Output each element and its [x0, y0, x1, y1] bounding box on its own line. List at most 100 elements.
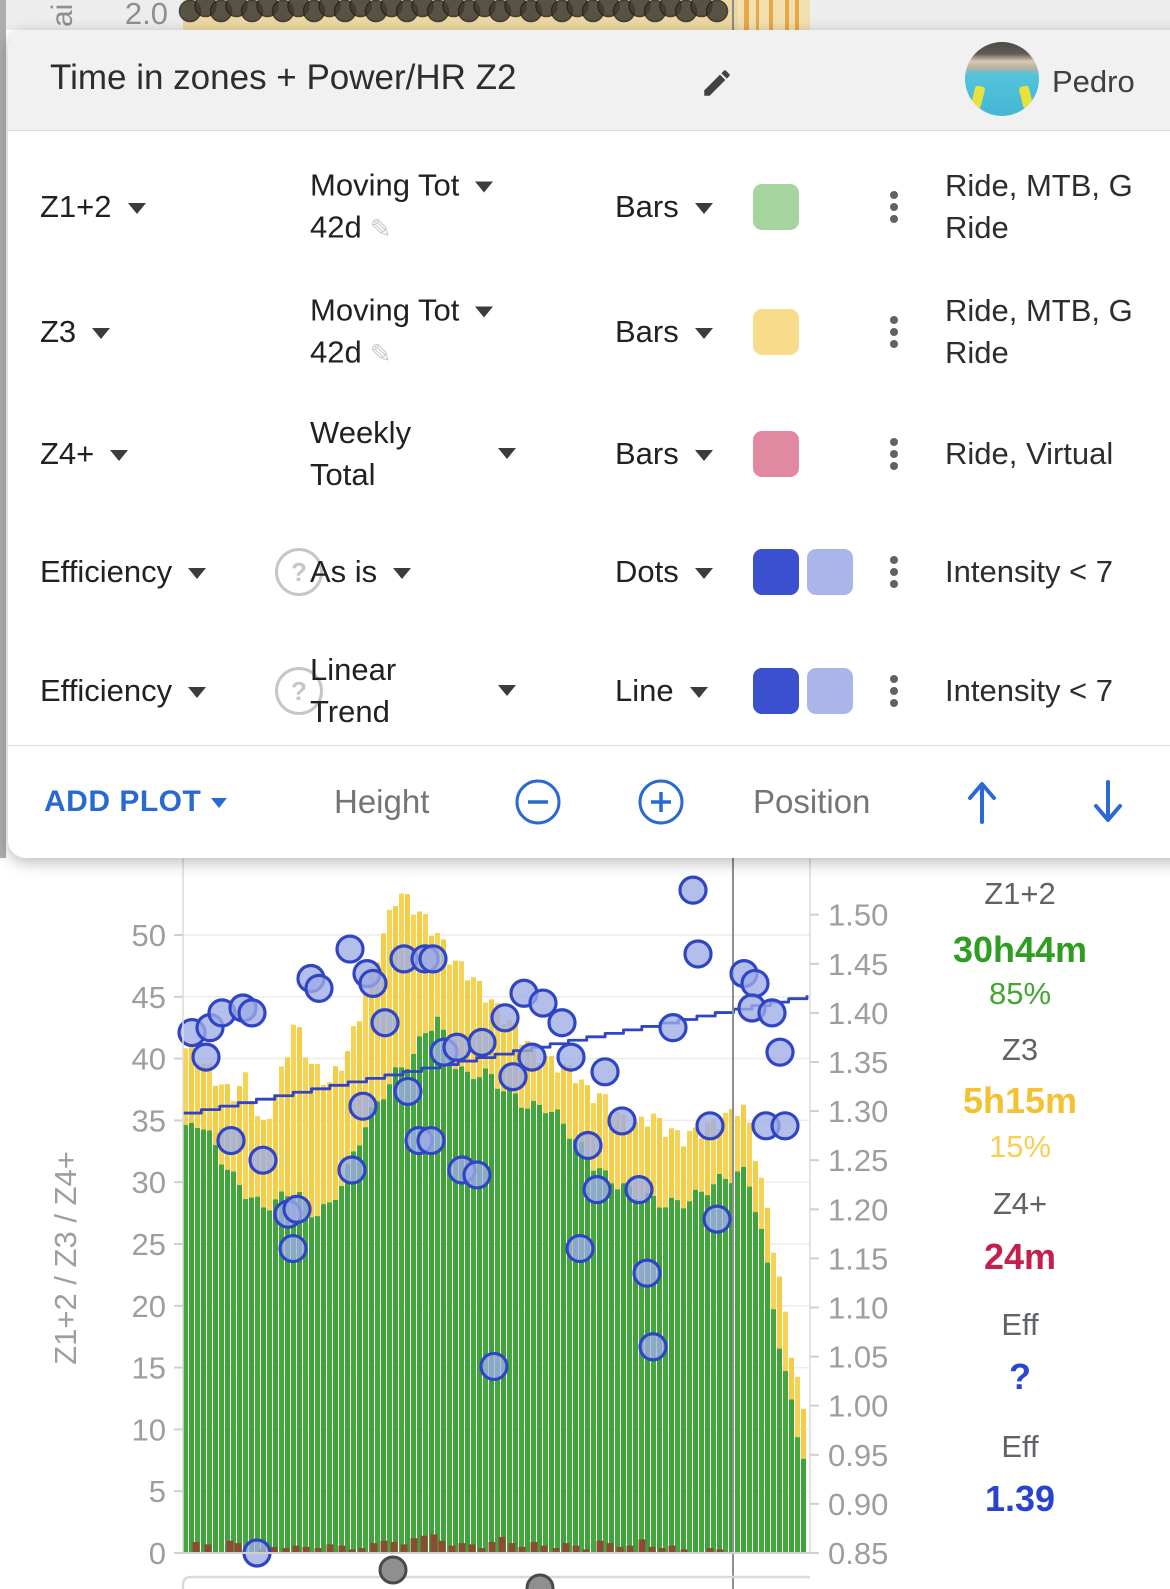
activity-filter[interactable]: Intensity < 7	[945, 673, 1114, 708]
svg-text:1.25: 1.25	[828, 1143, 888, 1178]
color-swatch[interactable]	[753, 431, 799, 477]
svg-text:0.90: 0.90	[828, 1487, 888, 1522]
z4-weekly-bars	[192, 1534, 724, 1553]
activity-filter[interactable]: Ride, MTB, G Ride	[945, 293, 1133, 370]
svg-text:1.15: 1.15	[828, 1241, 888, 1276]
move-down-button[interactable]	[1086, 776, 1130, 828]
svg-text:1.35: 1.35	[828, 1045, 888, 1080]
svg-text:1.00: 1.00	[828, 1389, 888, 1424]
metric-dropdown[interactable]: Z1+2	[40, 189, 146, 225]
summary-percent: 15%	[988, 1129, 1052, 1164]
plot-row-z4: Z4+ Weekly Total Bars Ride, Virtual	[8, 399, 1170, 509]
chevron-down-icon	[689, 687, 708, 699]
avatar[interactable]	[965, 42, 1039, 116]
svg-text:1.45: 1.45	[828, 947, 888, 982]
move-up-button[interactable]	[960, 776, 1004, 828]
page-left-edge	[0, 0, 6, 1589]
kebab-menu-icon[interactable]	[890, 187, 898, 227]
color-swatch[interactable]	[753, 549, 799, 595]
kebab-menu-icon[interactable]	[890, 552, 898, 592]
metric-dropdown[interactable]: Efficiency	[40, 673, 207, 709]
aggregation-dropdown[interactable]: Weekly Total	[310, 415, 412, 492]
color-swatch-secondary[interactable]	[807, 668, 853, 714]
metric-dropdown[interactable]: Z3	[40, 314, 111, 350]
summary-value: 5h15m	[962, 1080, 1078, 1121]
chevron-down-icon	[211, 798, 228, 809]
chevron-down-icon[interactable]	[498, 682, 516, 700]
svg-text:30: 30	[132, 1165, 166, 1200]
next-chart-dot	[378, 1555, 408, 1585]
svg-text:Z1+2 / Z3 / Z4+: Z1+2 / Z3 / Z4+	[48, 1151, 83, 1365]
help-icon[interactable]: ?	[275, 548, 323, 596]
summary-label: Z1+2	[984, 876, 1056, 911]
summary-label: Z4+	[992, 1186, 1048, 1221]
previous-chart-fragment: 2.0 ai	[46, 0, 810, 31]
plot-row-efficiency-dots: Efficiency ? As is Dots Intensity < 7	[8, 517, 1170, 627]
svg-text:0.95: 0.95	[828, 1438, 888, 1473]
chevron-down-icon	[694, 328, 713, 340]
kebab-menu-icon[interactable]	[890, 671, 898, 711]
color-swatch[interactable]	[753, 309, 799, 355]
chevron-down-icon	[694, 568, 713, 580]
activity-filter[interactable]: Intensity < 7	[945, 554, 1114, 589]
summary-label: Z3	[1001, 1032, 1039, 1067]
chevron-down-icon[interactable]	[498, 445, 516, 463]
plot-row-z3: Z3 Moving Tot 42d ✎ Bars Ride, MTB, G Rid…	[8, 277, 1170, 387]
summary-percent: 85%	[988, 976, 1052, 1011]
chevron-down-icon	[475, 306, 494, 318]
time-in-zones-chart[interactable]: 0 5 10 15 20 25 30 35 40 45 50 1.50 1.45 1.40 1.35 1.30…	[0, 858, 1170, 1589]
svg-text:ai: ai	[46, 4, 79, 27]
add-plot-button[interactable]: ADD PLOT	[44, 785, 228, 819]
activity-filter[interactable]: Ride, MTB, G Ride	[945, 168, 1133, 245]
summary-label: Eff	[1001, 1307, 1039, 1342]
svg-text:1.30: 1.30	[828, 1094, 888, 1129]
color-swatch-secondary[interactable]	[807, 549, 853, 595]
color-swatch[interactable]	[753, 184, 799, 230]
help-icon[interactable]: ?	[275, 667, 323, 715]
kebab-menu-icon[interactable]	[890, 312, 898, 352]
svg-text:1.10: 1.10	[828, 1291, 888, 1326]
edit-window-pencil-icon[interactable]: ✎	[369, 338, 392, 369]
user-name: Pedro	[1052, 64, 1135, 99]
style-dropdown[interactable]: Bars	[615, 314, 713, 350]
activity-filter[interactable]: Ride, Virtual	[945, 436, 1114, 471]
svg-text:50: 50	[132, 918, 166, 953]
increase-height-button[interactable]	[636, 777, 686, 827]
efficiency-trend-line	[183, 995, 809, 1115]
next-chart-dot	[525, 1573, 555, 1589]
efficiency-dots	[177, 875, 800, 1568]
position-label: Position	[753, 783, 871, 820]
chart-settings-panel: Time in zones + Power/HR Z2 Pedro Z1+2 M…	[8, 30, 1170, 858]
decrease-height-button[interactable]	[513, 777, 563, 827]
style-dropdown[interactable]: Bars	[615, 436, 713, 472]
svg-text:20: 20	[132, 1289, 166, 1324]
style-dropdown[interactable]: Line	[615, 673, 708, 709]
metric-dropdown[interactable]: Z4+	[40, 436, 129, 472]
aggregation-dropdown[interactable]: As is	[310, 551, 525, 593]
color-swatch[interactable]	[753, 668, 799, 714]
edit-title-pencil-icon[interactable]	[700, 66, 734, 100]
summary-value: ?	[1009, 1356, 1031, 1397]
edit-window-pencil-icon[interactable]: ✎	[369, 213, 392, 244]
chevron-down-icon	[694, 450, 713, 462]
summary-label: Eff	[1001, 1429, 1039, 1464]
z12-z3-stacked-bars	[183, 893, 806, 1553]
style-dropdown[interactable]: Dots	[615, 554, 713, 590]
svg-text:2.0: 2.0	[125, 0, 168, 30]
svg-text:45: 45	[132, 980, 166, 1015]
chevron-down-icon	[188, 687, 207, 699]
chevron-down-icon	[127, 203, 146, 215]
chevron-down-icon	[393, 568, 412, 580]
panel-toolbar: ADD PLOT Height Position	[8, 745, 1170, 858]
kebab-menu-icon[interactable]	[890, 434, 898, 474]
aggregation-dropdown[interactable]: Moving Tot 42d ✎	[310, 290, 525, 375]
aggregation-dropdown[interactable]: Moving Tot 42d ✎	[310, 165, 525, 250]
svg-text:40: 40	[132, 1042, 166, 1077]
summary-value: 1.39	[984, 1478, 1056, 1519]
summary-value: 30h44m	[952, 929, 1088, 970]
chevron-down-icon	[110, 450, 129, 462]
summary-value: 24m	[983, 1236, 1057, 1277]
aggregation-dropdown[interactable]: Linear Trend	[310, 652, 397, 729]
metric-dropdown[interactable]: Efficiency	[40, 554, 207, 590]
style-dropdown[interactable]: Bars	[615, 189, 713, 225]
